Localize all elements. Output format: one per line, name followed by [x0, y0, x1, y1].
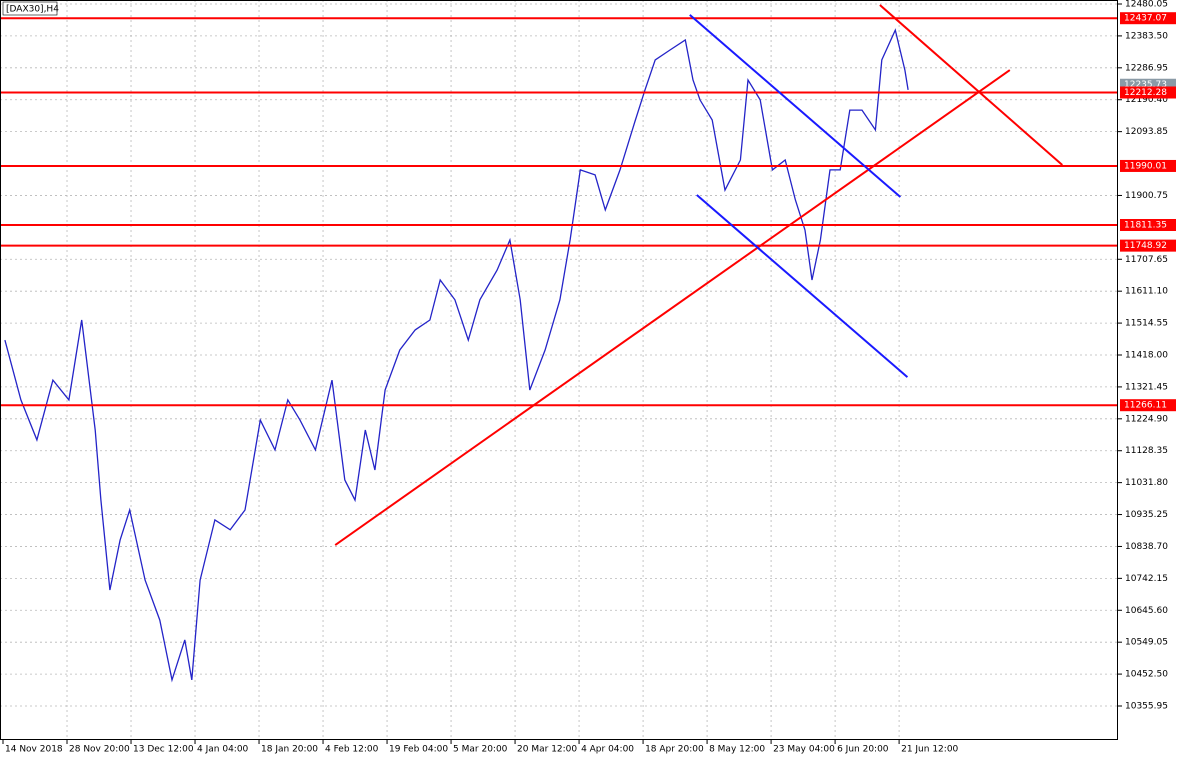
x-tick-label: 18 Apr 20:00	[645, 745, 704, 755]
level-label: 12437.07	[1124, 14, 1167, 24]
plot-frame	[0, 0, 1118, 740]
level-label: 11266.11	[1124, 401, 1167, 411]
trendline	[879, 4, 1063, 166]
x-tick-label: 14 Nov 2018	[5, 745, 63, 755]
marks	[0, 4, 1118, 683]
x-tick-label: 13 Dec 12:00	[133, 745, 194, 755]
level-tag	[1120, 218, 1176, 231]
level-tag	[1120, 239, 1176, 252]
x-tick-label: 20 Mar 12:00	[517, 745, 577, 755]
y-tick-label: 11611.10	[1125, 287, 1168, 297]
x-tick-label: 4 Feb 12:00	[325, 745, 379, 755]
y-tick-label: 12383.50	[1125, 31, 1168, 41]
x-tick-label: 8 May 12:00	[709, 745, 765, 755]
x-tick-label: 5 Mar 20:00	[453, 745, 508, 755]
y-tick-label: 12480.05	[1125, 0, 1168, 9]
y-tick-label: 10742.15	[1125, 574, 1168, 584]
level-label: 11811.35	[1124, 220, 1167, 230]
y-tick-label: 11514.55	[1125, 319, 1168, 329]
level-tag	[1120, 399, 1176, 412]
x-tick-label: 28 Nov 20:00	[69, 745, 130, 755]
x-tick-label: 6 Jun 20:00	[837, 745, 889, 755]
y-tick-label: 11128.35	[1125, 446, 1168, 456]
trendline	[696, 194, 909, 378]
level-tag	[1120, 86, 1176, 99]
x-tick-label: 4 Jan 04:00	[197, 745, 249, 755]
y-tick-label: 11031.80	[1125, 478, 1168, 488]
chart-title: [DAX30],H4	[6, 5, 59, 15]
y-tick-label: 11900.75	[1125, 191, 1168, 201]
y-tick-label: 11321.45	[1125, 382, 1168, 392]
level-tag	[1120, 12, 1176, 25]
y-tick-label: 10549.05	[1125, 638, 1168, 648]
y-tick-label: 11224.90	[1125, 414, 1168, 424]
y-tick-label: 12093.85	[1125, 127, 1168, 137]
y-tick-label: 10355.95	[1125, 701, 1168, 711]
y-tick-label: 12190.40	[1125, 95, 1168, 105]
level-label: 12212.28	[1124, 88, 1167, 98]
y-tick-label: 10935.25	[1125, 510, 1168, 520]
x-tick-label: 23 May 04:00	[773, 745, 835, 755]
x-tick-label: 18 Jan 20:00	[261, 745, 318, 755]
y-tick-label: 11418.00	[1125, 350, 1168, 360]
level-label: 11990.01	[1124, 161, 1167, 171]
trendline	[334, 69, 1011, 546]
level-label: 11748.92	[1124, 241, 1167, 251]
x-tick-label: 19 Feb 04:00	[389, 745, 448, 755]
price-line	[4, 28, 909, 683]
trendline	[689, 14, 902, 198]
level-tag	[1120, 159, 1176, 172]
y-tick-label: 12286.95	[1125, 63, 1168, 73]
y-tick-label: 10452.50	[1125, 670, 1168, 680]
x-tick-label: 4 Apr 04:00	[581, 745, 634, 755]
y-tick-label: 10838.70	[1125, 542, 1168, 552]
current-price-label: 12235.73	[1124, 80, 1167, 90]
y-tick-label: 10645.60	[1125, 606, 1168, 616]
y-tick-label: 11707.65	[1125, 255, 1168, 265]
title-box	[2, 1, 58, 16]
x-tick-label: 21 Jun 12:00	[901, 745, 958, 755]
